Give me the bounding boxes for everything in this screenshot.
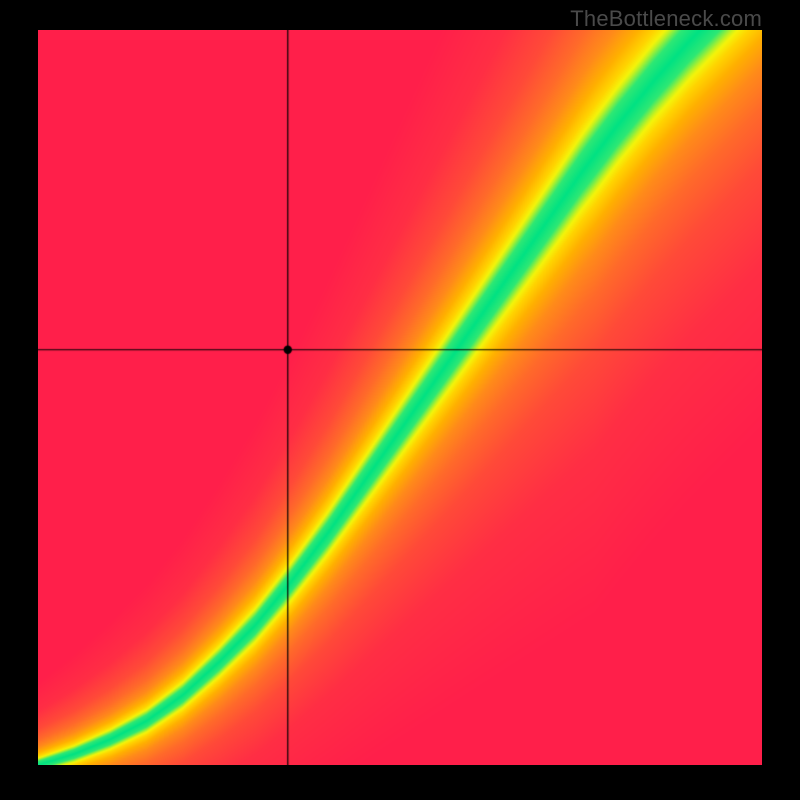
heatmap-plot [38,30,762,765]
watermark-text: TheBottleneck.com [570,6,762,32]
